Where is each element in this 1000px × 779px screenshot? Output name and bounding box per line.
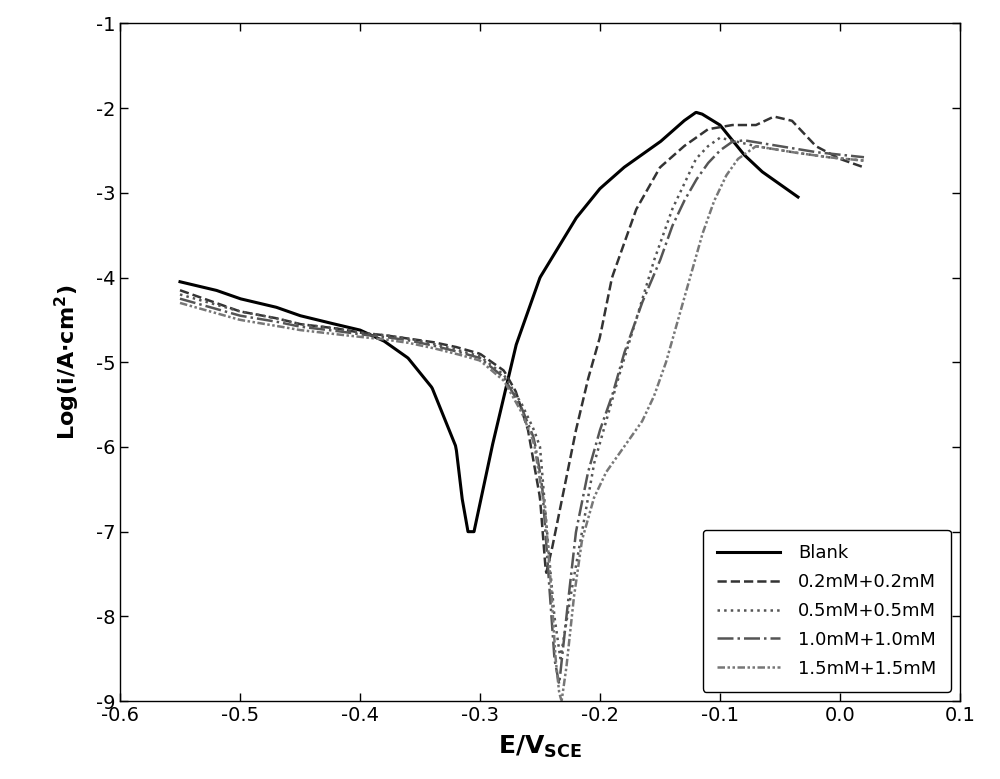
Y-axis label: $\mathbf{Log(i/A{\cdot}cm^2)}$: $\mathbf{Log(i/A{\cdot}cm^2)}$ [52,284,82,440]
Blank [598,181,610,190]
1.5mM+1.5mM [650,386,662,395]
1.5mM+1.5mM [209,308,221,317]
Blank [339,322,351,331]
Text: $\mathbf{E/V_{SCE}}$: $\mathbf{E/V_{SCE}}$ [498,733,582,760]
0.2mM+0.2mM [655,161,667,171]
1.5mM+1.5mM [345,331,357,340]
0.5mM+0.5mM [655,236,667,245]
0.5mM+0.5mM [858,156,870,165]
0.2mM+0.2mM [279,315,291,325]
Line: 0.2mM+0.2mM: 0.2mM+0.2mM [180,117,864,573]
0.2mM+0.2mM [726,121,738,130]
0.5mM+0.5mM [453,346,465,355]
Blank [174,277,186,287]
1.5mM+1.5mM [556,696,568,705]
0.5mM+0.5mM [686,164,698,173]
1.0mM+1.0mM [489,365,501,375]
Blank [364,330,376,339]
Line: Blank: Blank [180,112,798,532]
Legend: Blank, 0.2mM+0.2mM, 0.5mM+0.5mM, 1.0mM+1.0mM, 1.5mM+1.5mM: Blank, 0.2mM+0.2mM, 0.5mM+0.5mM, 1.0mM+1… [703,530,951,692]
1.5mM+1.5mM [467,354,479,363]
Line: 1.0mM+1.0mM: 1.0mM+1.0mM [180,140,864,684]
1.0mM+1.0mM [687,181,699,190]
Blank [690,108,702,117]
1.5mM+1.5mM [174,298,186,308]
0.2mM+0.2mM [858,163,870,172]
1.0mM+1.0mM [662,234,674,243]
0.2mM+0.2mM [174,286,186,295]
Blank [738,150,750,159]
Line: 1.5mM+1.5mM: 1.5mM+1.5mM [180,146,864,700]
Line: 0.5mM+0.5mM: 0.5mM+0.5mM [180,138,864,658]
1.0mM+1.0mM [607,386,619,396]
1.0mM+1.0mM [682,189,694,199]
Blank [387,343,399,352]
1.5mM+1.5mM [858,156,870,165]
1.5mM+1.5mM [504,387,516,397]
1.0mM+1.0mM [858,153,870,162]
1.5mM+1.5mM [581,517,593,527]
0.5mM+0.5mM [554,654,566,663]
0.2mM+0.2mM [768,112,780,122]
Blank [667,126,679,136]
0.2mM+0.2mM [494,363,506,372]
0.5mM+0.5mM [577,520,589,529]
1.0mM+1.0mM [715,145,727,154]
0.5mM+0.5mM [627,326,639,336]
Blank [792,192,804,202]
0.2mM+0.2mM [207,298,219,307]
Blank [462,527,474,537]
0.5mM+0.5mM [366,330,378,339]
1.0mM+1.0mM [738,136,750,145]
0.2mM+0.2mM [540,568,552,577]
1.0mM+1.0mM [553,679,565,689]
0.5mM+0.5mM [174,290,186,299]
0.2mM+0.2mM [512,392,524,401]
1.5mM+1.5mM [750,142,762,151]
1.0mM+1.0mM [174,294,186,303]
0.5mM+0.5mM [714,133,726,143]
